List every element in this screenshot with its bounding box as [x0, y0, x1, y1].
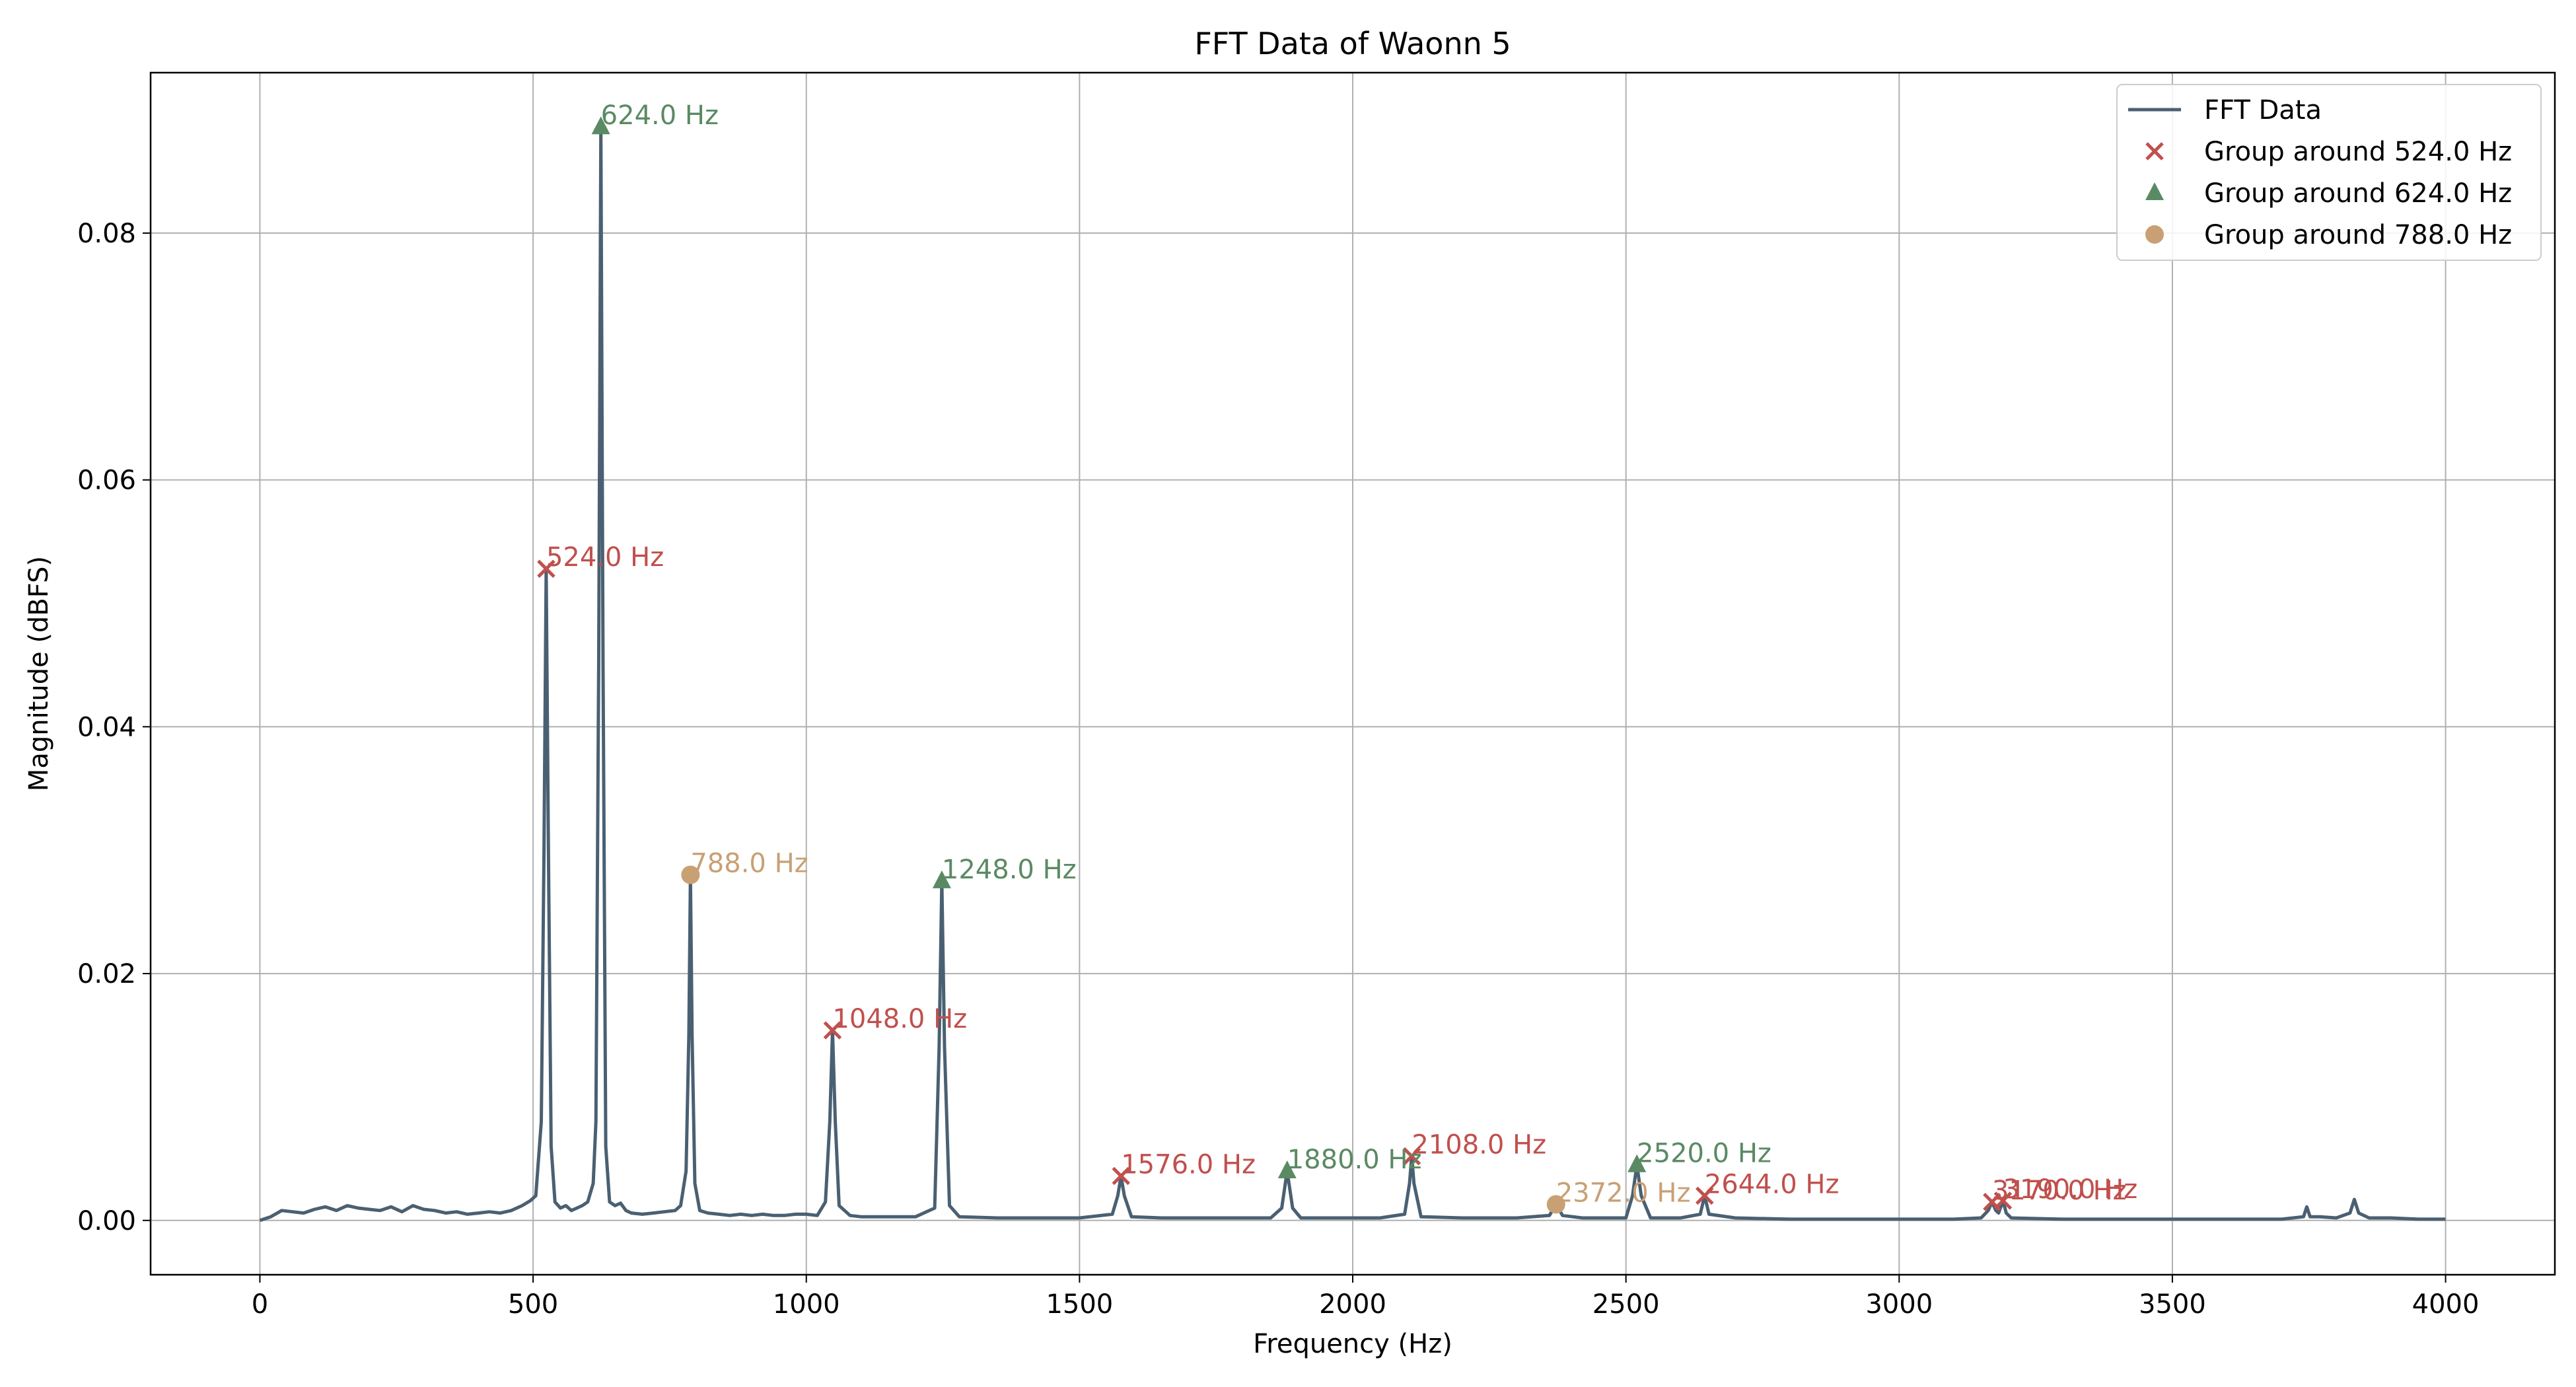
legend-swatch	[2145, 225, 2164, 244]
peak-label: 2520.0 Hz	[1637, 1139, 1771, 1169]
x-tick-label: 3500	[2139, 1289, 2206, 1320]
y-tick-label: 0.02	[77, 959, 136, 989]
peak-label: 3190.0 Hz	[2003, 1174, 2137, 1205]
legend-box	[2116, 84, 2542, 261]
y-tick-label: 0.08	[77, 219, 136, 249]
x-tick-label: 2000	[1319, 1289, 1386, 1320]
legend-swatch	[2145, 182, 2164, 200]
peak-marker	[1402, 1147, 1421, 1166]
peak-marker	[823, 1021, 842, 1040]
legend-label: Group around 524.0 Hz	[2204, 137, 2512, 167]
legend: FFT Data Group around 524.0 Hz Group aroun…	[2116, 84, 2542, 261]
peak-label: 524.0 Hz	[546, 542, 664, 573]
x-tick-label: 4000	[2412, 1289, 2480, 1320]
legend-label: Group around 624.0 Hz	[2204, 178, 2512, 209]
peak-label: 1048.0 Hz	[832, 1004, 967, 1034]
peak-label: 1880.0 Hz	[1287, 1145, 1422, 1175]
x-tick-label: 500	[508, 1289, 558, 1320]
axis-ticks: 0 500 1000 1500 2000 2500 3000 3500 4000 0.00 0.02…	[77, 219, 2480, 1320]
peak-marker	[591, 116, 610, 135]
peak-label: 2644.0 Hz	[1705, 1169, 1840, 1199]
peak-marker	[1546, 1195, 1565, 1214]
peak-label: 624.0 Hz	[601, 100, 719, 131]
peak-marker	[932, 870, 951, 888]
peak-labels: 524.0 Hz 1048.0 Hz 1576.0 Hz 2108.0 Hz 2644.…	[546, 100, 2137, 1208]
peak-marker	[1628, 1154, 1647, 1172]
x-tick-label: 0	[252, 1289, 268, 1320]
y-tick-label: 0.04	[77, 712, 136, 742]
peak-label: 1248.0 Hz	[942, 855, 1077, 885]
peak-label: 788.0 Hz	[690, 849, 808, 879]
peak-marker	[537, 559, 555, 578]
x-tick-label: 3000	[1865, 1289, 1933, 1320]
x-tick-label: 1000	[773, 1289, 840, 1320]
x-axis-label: Frequency (Hz)	[1253, 1329, 1452, 1359]
legend-label: Group around 788.0 Hz	[2204, 220, 2512, 250]
y-axis-label: Magnitude (dBFS)	[24, 556, 54, 791]
x-tick-label: 2500	[1592, 1289, 1660, 1320]
peak-marker	[1993, 1191, 2013, 1210]
legend-swatch	[2145, 142, 2164, 160]
y-tick-label: 0.00	[77, 1206, 136, 1236]
fft-data-line	[259, 125, 2446, 1223]
peak-label: 2108.0 Hz	[1412, 1130, 1546, 1160]
peak-markers	[537, 116, 2013, 1214]
peak-label: 1576.0 Hz	[1121, 1150, 1256, 1180]
peak-label: 2372.0 Hz	[1556, 1178, 1691, 1208]
x-tick-label: 1500	[1046, 1289, 1113, 1320]
chart-title: FFT Data of Waonn 5	[1194, 26, 1511, 61]
peak-marker	[1695, 1186, 1714, 1205]
peak-marker	[681, 865, 700, 884]
y-tick-label: 0.06	[77, 466, 136, 496]
series-layer	[259, 125, 2446, 1223]
peak-label: 3170.0 Hz	[1992, 1176, 2127, 1206]
peak-marker	[1277, 1160, 1297, 1179]
peak-marker	[1112, 1166, 1131, 1186]
legend-label: FFT Data	[2204, 95, 2322, 125]
